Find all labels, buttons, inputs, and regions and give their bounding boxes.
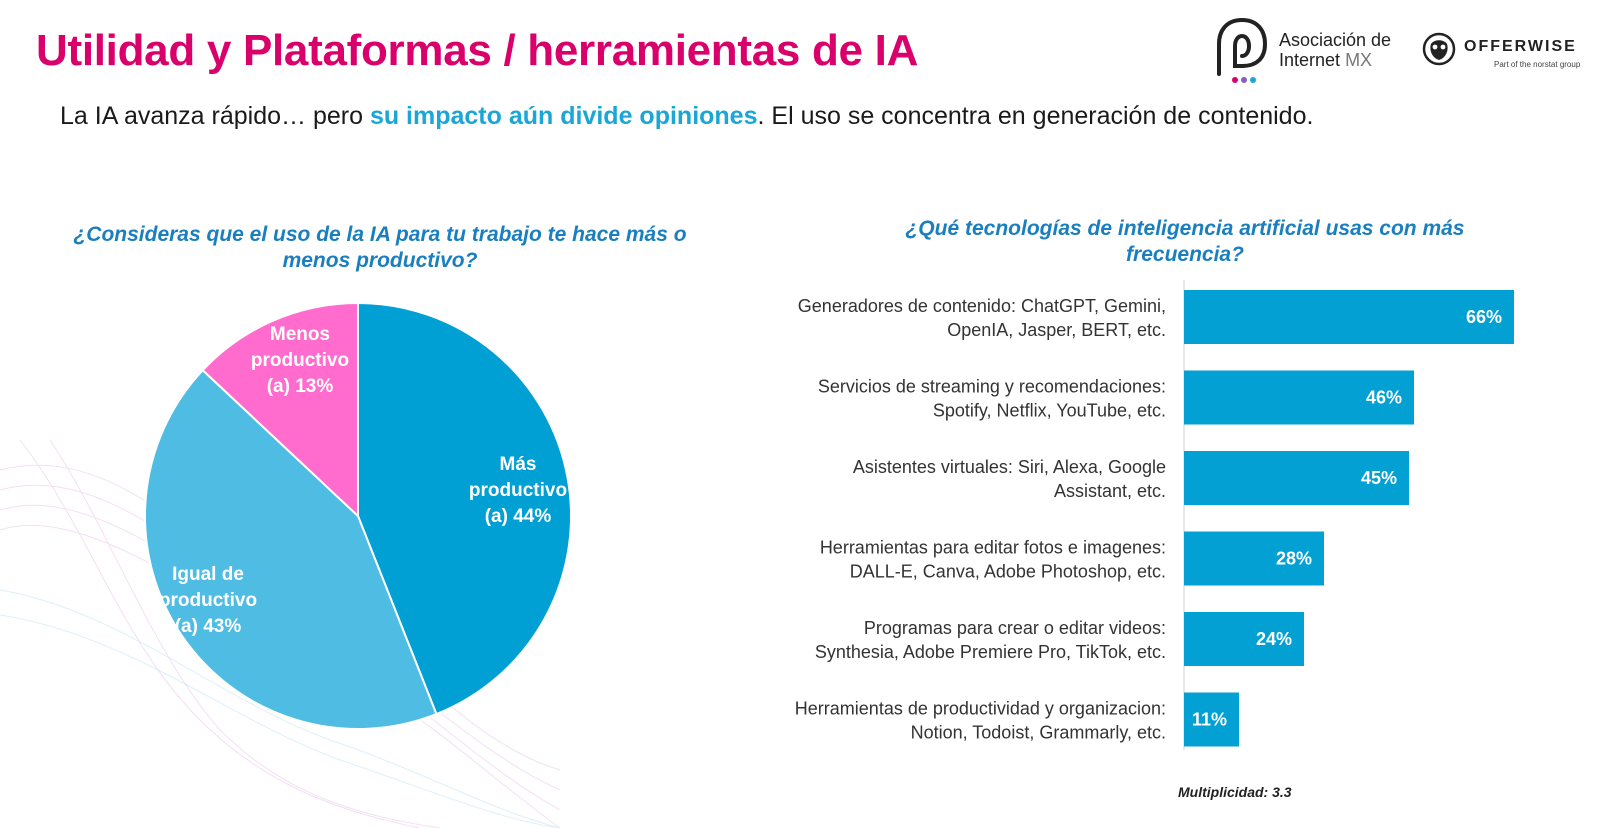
bar-value-label: 11% [1192, 710, 1227, 730]
bar-chart-title: ¿Qué tecnologías de inteligencia artific… [905, 217, 1465, 266]
bar-value-label: 45% [1361, 468, 1397, 488]
aim-logo-mark [1217, 18, 1268, 83]
offerwise-logo: OFFERWISE Part of the norstat group [1422, 30, 1592, 80]
aim-logo-text: Asociación de Internet MX [1279, 30, 1391, 70]
bar-category-label: Herramientas para editar fotos e imagene… [820, 538, 1166, 582]
pie-slice-label: Más productivo (a) 44% [469, 454, 567, 527]
bar-chart: 66% Generadores de contenido: ChatGPT, Ge… [795, 280, 1514, 750]
pie-slice-label: Igual de productivo (a) 43% [159, 564, 257, 637]
bar-category-label: Servicios de streaming y recomendaciones… [818, 377, 1166, 421]
bar-category-label: Asistentes virtuales: Siri, Alexa, Googl… [853, 457, 1166, 501]
pie-slice [357, 301, 572, 716]
aim-line-1: Asociación de [1279, 30, 1392, 50]
offerwise-name: OFFERWISE [1464, 38, 1577, 55]
pie-slice [201, 301, 359, 519]
bar [1184, 531, 1324, 586]
bar-value-label: 46% [1366, 388, 1402, 408]
pie-chart: Más productivo (a) 44% Igual de productivo (a… [144, 301, 572, 730]
bar [1184, 612, 1304, 666]
aim-line-2: Internet [1279, 50, 1341, 70]
bar-value-label: 28% [1276, 549, 1312, 569]
subtitle-text-2: . El uso se concentra en generación de c… [757, 102, 1314, 130]
pie-slice [144, 368, 438, 730]
subtitle-highlight: su impacto aún divide opiniones [369, 102, 758, 130]
offerwise-owl-icon [1422, 32, 1456, 66]
offerwise-tagline: Part of the norstat group [1494, 60, 1581, 69]
bar [1184, 370, 1414, 425]
subtitle-text-1: La IA avanza rápido… pero [60, 102, 370, 130]
page-subtitle: La IA avanza rápido… pero su impacto aún… [60, 102, 1313, 131]
pie-chart-title: ¿Consideras que el uso de la IA para tu … [73, 223, 687, 272]
bar [1184, 290, 1514, 344]
pie-slice-label: Menos productivo (a) 13% [251, 324, 349, 397]
aim-mx: MX [1345, 50, 1373, 70]
aim-logo: Asociación de Internet MX [1213, 16, 1413, 86]
bar-value-label: 66% [1466, 307, 1502, 327]
multiplicity-note: Multiplicidad: 3.3 [1178, 784, 1292, 800]
bar [1184, 451, 1409, 505]
bar-category-label: Generadores de contenido: ChatGPT, Gemin… [798, 296, 1166, 340]
page-title: Utilidad y Plataformas / herramientas de… [36, 26, 919, 75]
bar-value-label: 24% [1256, 629, 1292, 649]
bar-category-label: Herramientas de productividad y organiza… [795, 699, 1166, 743]
bar [1184, 692, 1239, 747]
bar-category-label: Programas para crear o editar videos: Syn… [815, 618, 1166, 662]
